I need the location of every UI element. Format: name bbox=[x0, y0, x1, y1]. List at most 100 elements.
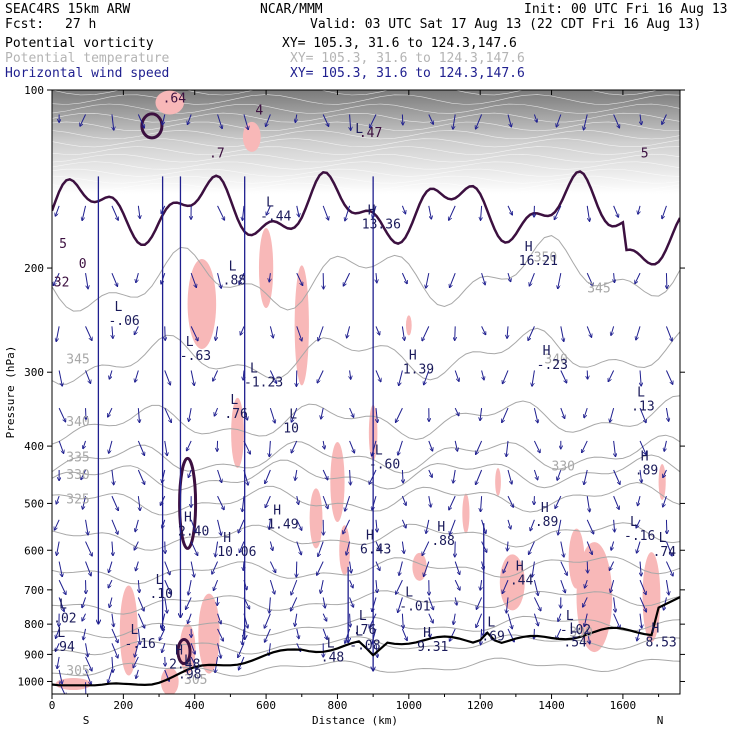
low-marker: L bbox=[186, 335, 194, 350]
wind-vector bbox=[507, 495, 513, 507]
wind-vector bbox=[426, 273, 430, 288]
wind-vector bbox=[640, 613, 642, 629]
valid-time: Valid: 03 UTC Sat 17 Aug 13 (22 CDT Fri … bbox=[310, 17, 702, 32]
wind-vector bbox=[108, 579, 113, 588]
wind-vector bbox=[138, 205, 140, 219]
wind-vector bbox=[453, 114, 456, 129]
wind-vector bbox=[56, 628, 60, 639]
x-tick-label: 1200 bbox=[467, 699, 494, 712]
wind-vector bbox=[296, 519, 302, 531]
wind-vector bbox=[560, 326, 564, 341]
high-marker: H bbox=[541, 501, 549, 516]
wind-vector bbox=[269, 326, 273, 338]
wind-vector bbox=[556, 114, 562, 127]
y-tick-label: 800 bbox=[24, 618, 44, 631]
wind-vector bbox=[449, 205, 456, 221]
wind-vector bbox=[134, 326, 139, 334]
x-tick-label: 200 bbox=[113, 699, 133, 712]
wind-vector bbox=[109, 561, 113, 573]
wind-vector bbox=[402, 114, 403, 125]
extremum-value: .74 bbox=[653, 545, 677, 560]
x-axis-label: Distance (km) bbox=[312, 714, 398, 727]
wind-vector bbox=[58, 407, 65, 422]
wind-vector bbox=[350, 370, 351, 379]
wind-vector bbox=[476, 469, 483, 485]
wind-vector bbox=[343, 272, 351, 286]
wind-vector bbox=[586, 628, 589, 644]
wind-vector bbox=[507, 519, 511, 529]
wind-vector bbox=[638, 205, 640, 214]
theta-contour-line bbox=[52, 434, 680, 474]
wind-vector bbox=[372, 597, 377, 611]
wind-vector bbox=[269, 597, 270, 613]
x-tick-label: 400 bbox=[185, 699, 205, 712]
y-tick-label: 500 bbox=[24, 497, 44, 510]
wind-vector bbox=[665, 370, 672, 384]
wind-vector bbox=[215, 541, 219, 557]
wind-vector bbox=[586, 496, 589, 512]
wind-vector bbox=[455, 597, 457, 605]
extremum-value: .76 bbox=[353, 623, 376, 638]
wind-vector bbox=[613, 613, 620, 629]
tropopause-pv-contour bbox=[52, 170, 680, 266]
theta-contour-label: 330 bbox=[66, 468, 89, 483]
wind-vector bbox=[426, 519, 430, 534]
wind-vector bbox=[317, 561, 324, 576]
wind-vector bbox=[401, 272, 407, 284]
wind-vector bbox=[638, 495, 641, 506]
stratosphere-contour bbox=[52, 129, 680, 140]
wind-vector bbox=[291, 407, 298, 422]
wind-vector bbox=[529, 541, 535, 555]
wind-vector bbox=[663, 495, 667, 507]
extremum-value: -.01 bbox=[399, 600, 430, 615]
wind-vector bbox=[57, 656, 60, 669]
wind-vector bbox=[85, 541, 93, 557]
wind-vector bbox=[533, 407, 537, 423]
wind-vector bbox=[238, 643, 245, 657]
wind-vector bbox=[162, 643, 166, 652]
x-tick-label: 1000 bbox=[396, 699, 423, 712]
theta-contour-label: 325 bbox=[66, 492, 89, 507]
wind-vector bbox=[449, 495, 456, 510]
y-tick-label: 100 bbox=[24, 84, 44, 97]
wind-vector bbox=[318, 326, 324, 341]
high-marker: H bbox=[175, 644, 183, 659]
wind-vector bbox=[639, 597, 646, 612]
wind-vector bbox=[112, 613, 114, 627]
stratosphere-shading bbox=[52, 90, 680, 197]
pv-shaded-blob bbox=[339, 525, 350, 576]
wind-vector bbox=[528, 326, 535, 340]
wind-vector bbox=[57, 541, 60, 556]
wind-vector bbox=[454, 440, 457, 451]
wind-vector bbox=[476, 440, 483, 455]
pv-shaded-blob bbox=[198, 593, 220, 674]
wind-vector bbox=[217, 114, 223, 128]
wind-vector bbox=[558, 273, 562, 289]
plot-frame bbox=[51, 89, 681, 695]
wind-vector bbox=[502, 370, 509, 383]
wind-vector bbox=[481, 496, 482, 512]
extremum-value: .94 bbox=[51, 640, 75, 655]
wind-vector bbox=[376, 408, 378, 422]
wind-vector bbox=[269, 519, 270, 530]
wind-vector bbox=[323, 440, 324, 449]
wind-vector bbox=[349, 440, 355, 453]
extremum-value: 10 bbox=[283, 422, 299, 437]
wind-vector bbox=[217, 613, 222, 624]
wind-vector bbox=[422, 541, 430, 556]
wind-vector bbox=[349, 579, 354, 588]
wind-vector bbox=[613, 495, 620, 509]
wind-vector bbox=[85, 643, 88, 657]
theta-contour-label: 340 bbox=[66, 415, 89, 430]
wind-vector bbox=[190, 541, 198, 556]
low-marker: L bbox=[405, 586, 413, 601]
wind-vector bbox=[422, 326, 430, 341]
pv-shaded-blob bbox=[499, 554, 525, 611]
wind-vector bbox=[109, 597, 113, 607]
wind-vector bbox=[609, 561, 615, 571]
x-tick-label: 0 bbox=[49, 699, 56, 712]
wind-vector bbox=[584, 469, 588, 485]
stratosphere-contour bbox=[52, 182, 680, 191]
wind-vector bbox=[217, 643, 221, 658]
wind-vector bbox=[454, 370, 459, 381]
